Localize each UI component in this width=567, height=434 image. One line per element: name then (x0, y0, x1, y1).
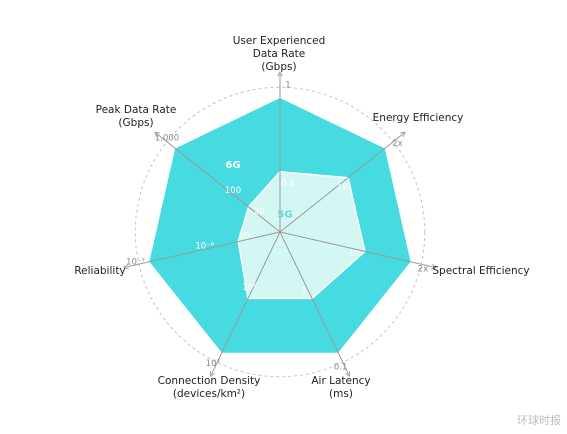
tick-label-axis7-1: 20 (254, 207, 265, 217)
grid-circle-3 (134, 86, 426, 378)
axis-line-3 (279, 231, 437, 270)
series-label-5g: 5G (277, 210, 292, 221)
tick-label-axis4-2: 0.1 (334, 362, 348, 372)
tick-label-axis5-2: 10⁷ (206, 359, 221, 369)
tick-label-axis2-2: 2x (392, 139, 402, 149)
tick-label-axis6-1: 10⁻⁵ (238, 232, 257, 242)
axis-label-4: Air Latency (ms) (311, 375, 370, 400)
axis-label-1: User Experienced Data Rate (Gbps) (233, 35, 326, 73)
axis-label-6: Reliability (74, 265, 125, 277)
tick-label-axis1-1: 0.1 (281, 178, 295, 188)
axis-line-5 (209, 231, 281, 377)
tick-label-axis6-3: 10⁻⁷ (126, 257, 145, 267)
axis-line-7 (154, 131, 281, 233)
axis-label-5: Connection Density (devices/km²) (158, 375, 261, 400)
series-5g-area (237, 170, 366, 300)
tick-label-axis7-3: 1,000 (155, 133, 179, 143)
tick-label-axis3-2: 2x (418, 264, 428, 274)
tick-label-axis2-1: 1x (337, 183, 347, 193)
tick-label-axis5-1: 10⁶ (242, 283, 257, 293)
axis-label-7: Peak Data Rate (Gbps) (96, 104, 177, 129)
watermark: 环球时报 (517, 414, 561, 427)
tick-label-axis6-2: 10⁻⁶ (195, 242, 214, 252)
axis-line-6 (123, 231, 281, 270)
axis-line-4 (279, 231, 351, 377)
axis-line-2 (279, 131, 406, 233)
tick-label-axis1-2: 1 (285, 81, 290, 91)
axis-label-2: Energy Efficiency (373, 112, 464, 124)
axis-label-3: Spectral Efficiency (432, 265, 529, 277)
tick-label-axis3-1: 1x (348, 249, 358, 259)
series-label-6g: 6G (225, 160, 240, 171)
tick-label-axis7-2: 100 (225, 186, 241, 196)
tick-label-axis4-1: 1 (301, 286, 306, 296)
